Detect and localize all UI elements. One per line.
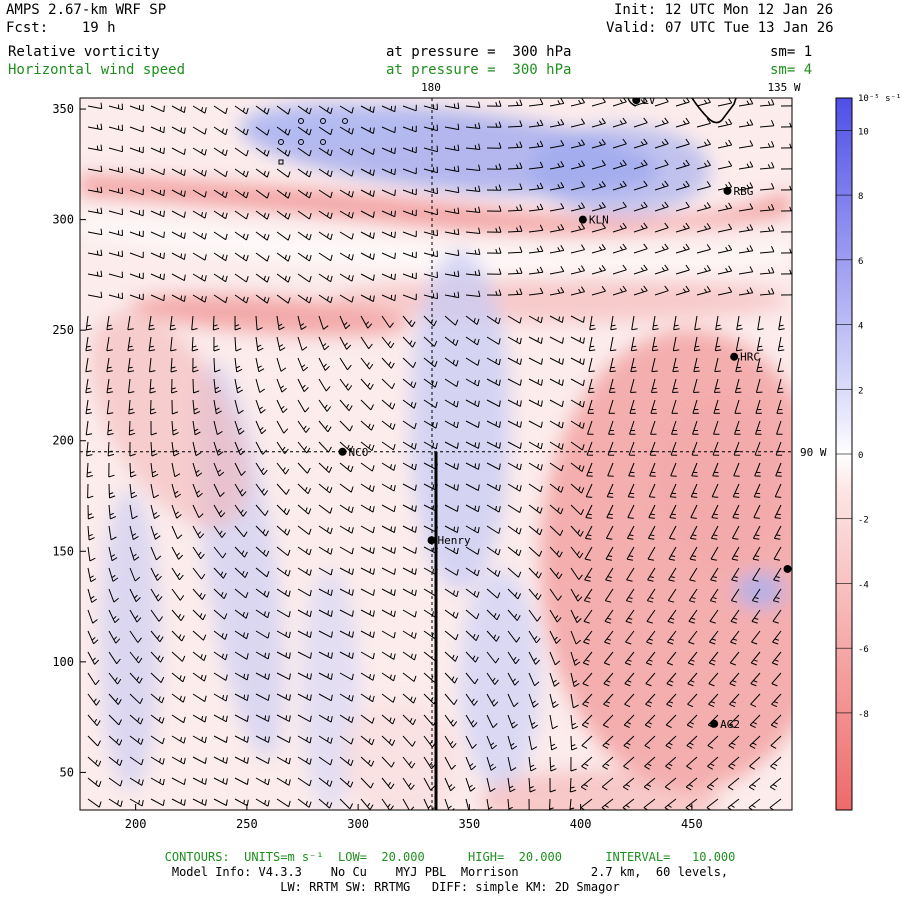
x-tick-label: 250 [236, 817, 258, 831]
station-label: RBG [733, 185, 753, 198]
station-label: NCO [349, 446, 369, 459]
meridian-label-180: 180 [421, 81, 441, 94]
wind-barbs [85, 98, 792, 810]
colorbar-tick-label: -6 [858, 645, 869, 655]
station-dot [730, 352, 739, 361]
field1-level: at pressure = 300 hPa [386, 44, 572, 60]
coastline [691, 98, 737, 124]
x-tick-label: 450 [681, 817, 703, 831]
model-title: AMPS 2.67-km WRF SP [6, 2, 167, 18]
init-time: Init: 12 UTC Mon 12 Jan 26 [614, 2, 834, 18]
station-label: AG2 [720, 718, 740, 731]
station-dot [710, 719, 719, 728]
station-label: KLN [589, 214, 609, 227]
colorbar-tick-label: -4 [858, 580, 869, 590]
x-tick-label: 200 [125, 817, 147, 831]
station-label: HRC [740, 351, 760, 364]
wind-speed-contours [278, 118, 348, 165]
colorbar-tick-label: 0 [858, 451, 863, 461]
meridian-label-135w: 135 W [767, 81, 800, 94]
colorbar-tick-label: 10 [858, 127, 869, 137]
forecast-hour: Fcst: 19 h [6, 20, 116, 36]
station-dot [723, 186, 732, 195]
model-info: Model Info: V4.3.3 No Cu MYJ PBL Morriso… [171, 865, 729, 879]
field1-name: Relative vorticity [8, 44, 160, 60]
map-frame [79, 97, 793, 811]
y-tick-label: 350 [52, 102, 74, 116]
station-label: LV [642, 94, 656, 107]
colorbar-unit: 10⁻⁵ s⁻¹ [858, 94, 900, 104]
y-tick-label: 300 [52, 213, 74, 227]
field2-smoothing: sm= 4 [770, 62, 813, 78]
y-tick-label: 250 [52, 323, 74, 337]
y-tick-label: 200 [52, 434, 74, 448]
valid-time: Valid: 07 UTC Tue 13 Jan 26 [606, 20, 834, 36]
field1-smoothing: sm= 1 [770, 44, 813, 60]
colorbar-tick-label: -2 [858, 516, 869, 526]
x-tick-label: 400 [570, 817, 592, 831]
colorbar-tick-label: 4 [858, 322, 863, 332]
station-dot [783, 564, 792, 573]
colorbar-tick-label: 2 [858, 386, 863, 396]
axes: 200 250 300 350 400 450 50 100 150 200 250 300 350 [52, 102, 702, 831]
y-tick-label: 100 [52, 655, 74, 669]
colorbar-tick-label: 8 [858, 192, 863, 202]
field2-name: Horizontal wind speed [8, 62, 186, 78]
y-tick-label: 50 [60, 765, 74, 779]
colorbar-tick-label: -8 [858, 710, 869, 720]
contours-info: CONTOURS: UNITS=m s⁻¹ LOW= 20.000 HIGH= … [164, 850, 736, 864]
station-markers: LV RBG KLN HRC NCO Henry AG2 [338, 94, 792, 731]
station-dot [632, 98, 641, 105]
x-tick-label: 300 [347, 817, 369, 831]
x-tick-label: 350 [459, 817, 481, 831]
physics-info: LW: RRTM SW: RRTMG DIFF: simple KM: 2D S… [280, 880, 620, 894]
station-dot [578, 215, 587, 224]
station-dot [338, 447, 347, 456]
barb-field [85, 98, 792, 810]
field2-level: at pressure = 300 hPa [386, 62, 572, 78]
station-dot [427, 536, 436, 545]
y-tick-label: 150 [52, 544, 74, 558]
station-label: Henry [438, 534, 471, 547]
colorbar-ticks: 10 8 6 4 2 0 -2 -4 -6 -8 [836, 127, 869, 720]
colorbar-tick-label: 6 [858, 257, 863, 267]
meridian-label-90w: 90 W [800, 446, 827, 459]
